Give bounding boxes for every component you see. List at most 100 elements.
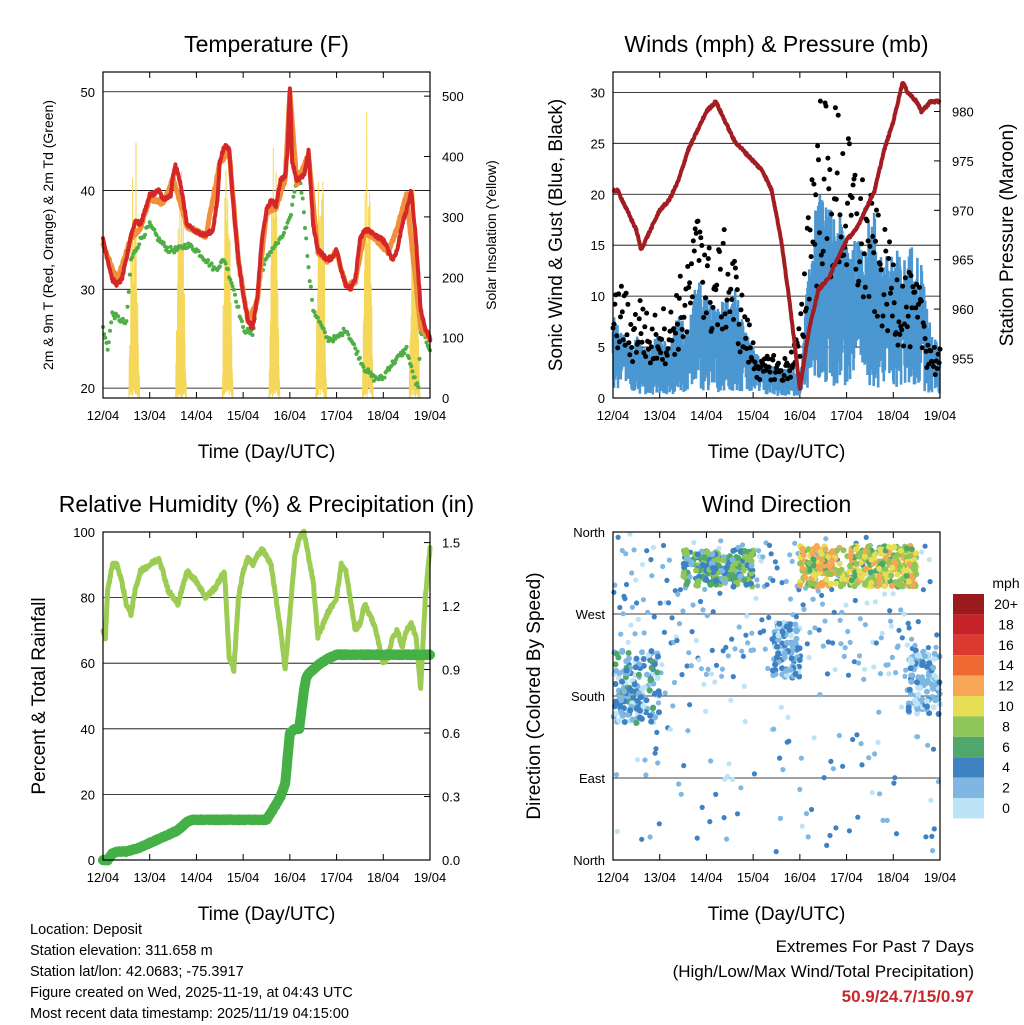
gust-point	[843, 223, 849, 229]
direction-point	[669, 615, 675, 621]
direction-point	[914, 734, 921, 740]
gust-point	[838, 234, 844, 240]
direction-point	[647, 677, 654, 684]
gust-point	[778, 368, 784, 374]
gust-point	[626, 340, 632, 346]
dewpoint-point	[402, 351, 407, 356]
direction-point	[611, 589, 617, 595]
direction-point	[925, 742, 931, 748]
direction-point	[742, 718, 748, 725]
colorbar-label: 16	[998, 637, 1014, 653]
direction-point	[694, 551, 701, 558]
direction-point	[680, 608, 686, 614]
gust-point	[786, 363, 792, 368]
direction-point	[754, 577, 760, 583]
gust-point	[705, 256, 711, 262]
gust-point	[873, 238, 878, 244]
direction-point	[904, 642, 911, 648]
direction-point	[806, 567, 813, 574]
gust-point	[846, 141, 852, 147]
direction-point	[685, 728, 691, 734]
gust-point	[936, 360, 942, 366]
gust-point	[806, 296, 812, 302]
dewpoint-point	[306, 265, 311, 270]
y-right-tick-label: 975	[952, 154, 974, 169]
x-tick-label: 15/04	[737, 870, 770, 885]
direction-point	[847, 563, 854, 570]
gust-point	[883, 248, 889, 254]
direction-point	[905, 578, 912, 585]
gust-point	[720, 240, 726, 246]
x-tick-label: 16/04	[784, 408, 817, 423]
direction-point	[613, 710, 620, 717]
direction-point	[802, 574, 809, 581]
direction-point	[891, 780, 897, 786]
direction-point	[716, 545, 722, 552]
direction-point	[667, 726, 673, 732]
direction-point	[773, 849, 779, 855]
direction-point	[793, 614, 800, 620]
gust-point	[878, 267, 884, 273]
gust-point	[618, 314, 623, 320]
direction-point	[621, 719, 628, 725]
direction-point	[926, 557, 932, 563]
direction-point	[719, 666, 726, 672]
direction-point	[641, 684, 648, 691]
gust-point	[845, 200, 850, 206]
x-tick-label: 16/04	[274, 870, 307, 885]
gust-point	[750, 340, 756, 346]
colorbar-swatch	[953, 757, 984, 778]
gust-point	[710, 305, 716, 310]
dewpoint-point	[165, 245, 170, 250]
plot-border	[612, 531, 941, 861]
gust-point	[649, 326, 655, 332]
x-tick-label: 17/04	[830, 870, 863, 885]
dewpoint-point	[125, 304, 130, 309]
gust-point	[672, 352, 678, 357]
direction-point	[678, 791, 684, 797]
info-latlon: Station lat/lon: 42.0683; -75.3917	[30, 964, 244, 980]
direction-point	[704, 613, 710, 619]
gust-point	[722, 311, 728, 317]
direction-point	[839, 609, 845, 615]
direction-point	[801, 606, 807, 613]
direction-point	[935, 711, 942, 717]
dewpoint-point	[106, 340, 111, 345]
direction-point	[912, 698, 919, 705]
gust-point	[747, 345, 753, 351]
direction-point	[911, 561, 918, 568]
gust-point	[733, 274, 739, 280]
gust-point	[727, 309, 733, 315]
direction-point	[828, 580, 834, 587]
direction-point	[701, 681, 707, 688]
direction-point	[724, 836, 730, 842]
dewpoint-point	[416, 385, 421, 390]
direction-point	[681, 763, 687, 769]
dewpoint-point	[366, 367, 371, 372]
direction-point	[908, 546, 915, 553]
direction-point	[836, 570, 842, 576]
direction-point	[679, 672, 685, 678]
direction-point	[707, 819, 713, 825]
direction-point	[631, 681, 638, 688]
dewpoint-point	[161, 240, 166, 245]
direction-point	[796, 657, 803, 663]
direction-point	[720, 557, 726, 564]
direction-point	[729, 572, 736, 579]
gust-point	[638, 331, 644, 337]
direction-point	[862, 622, 869, 628]
dewpoint-point	[417, 356, 422, 361]
direction-point	[811, 571, 818, 578]
gust-point	[623, 290, 629, 296]
gust-point	[646, 339, 652, 345]
colorbar-swatch	[953, 798, 984, 819]
panel-title: Temperature (F)	[184, 31, 349, 57]
dewpoint-point	[341, 326, 346, 331]
gust-point	[704, 263, 710, 269]
dewpoint-point	[103, 335, 108, 340]
direction-point	[834, 547, 841, 554]
direction-point	[644, 548, 650, 554]
direction-point	[736, 624, 742, 630]
colorbar-label: 8	[1002, 718, 1010, 734]
x-axis-label: Time (Day/UTC)	[708, 442, 846, 463]
